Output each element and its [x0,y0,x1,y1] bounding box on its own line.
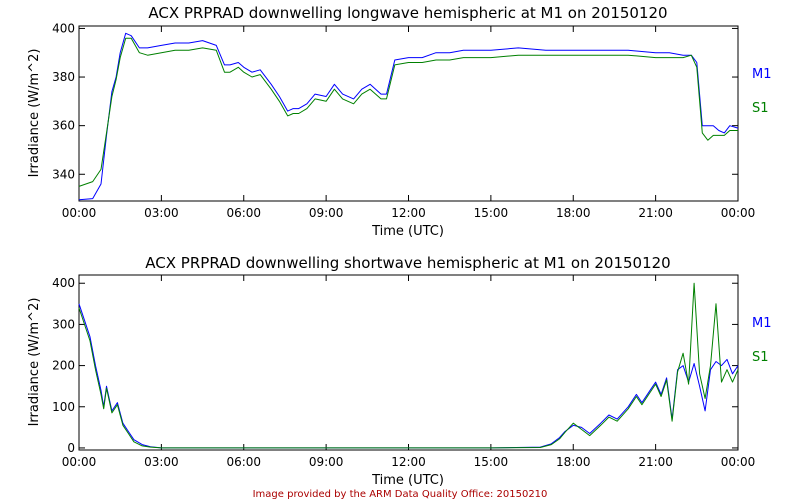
shortwave-x-tick-label: 00:00 [62,455,97,469]
shortwave-x-axis-label: Time (UTC) [371,473,444,488]
longwave-plot-frame [78,25,739,202]
shortwave-plot-frame [78,274,739,451]
shortwave-x-tick-label: 06:00 [226,455,261,469]
longwave-x-tick-label: 03:00 [144,206,179,220]
shortwave-x-tick-label: 12:00 [391,455,426,469]
longwave-x-tick-label: 21:00 [638,206,673,220]
longwave-x-tick-label: 12:00 [391,206,426,220]
shortwave-legend-s1: S1 [752,350,769,365]
shortwave-x-tick-label: 15:00 [474,455,509,469]
longwave-legend-s1: S1 [752,101,769,116]
shortwave-y-tick-label: 100 [52,400,75,414]
shortwave-x-tick-label: 09:00 [309,455,344,469]
longwave-x-tick-label: 00:00 [62,206,97,220]
footer-credit: Image provided by the ARM Data Quality O… [253,489,548,500]
shortwave-series-s1-line [78,282,739,449]
longwave-y-tick-label: 400 [52,21,75,35]
longwave-panel: ACX PRPRAD downwelling longwave hemisphe… [27,4,772,239]
shortwave-chart-title: ACX PRPRAD downwelling shortwave hemisph… [145,254,670,272]
shortwave-x-tick-label: 03:00 [144,455,179,469]
longwave-y-tick-label: 360 [52,119,75,133]
longwave-y-axis: 340 360 380 400 [52,21,738,181]
longwave-series-m1-line [78,32,739,201]
shortwave-legend-m1: M1 [752,316,772,331]
shortwave-x-axis: 00:00 03:00 06:00 09:00 12:00 15:00 18:00 21:00… [62,275,756,469]
longwave-x-axis-label: Time (UTC) [371,224,444,239]
shortwave-y-tick-label: 300 [52,317,75,331]
shortwave-series-group [78,282,739,449]
shortwave-y-tick-label: 400 [52,276,75,290]
longwave-chart-title: ACX PRPRAD downwelling longwave hemisphe… [148,4,667,22]
longwave-x-tick-label: 15:00 [474,206,509,220]
shortwave-x-tick-label: 18:00 [556,455,591,469]
shortwave-x-tick-label: 21:00 [638,455,673,469]
longwave-y-tick-label: 340 [52,167,75,181]
shortwave-y-axis-label: Irradiance (W/m^2) [27,298,42,427]
longwave-y-axis-label: Irradiance (W/m^2) [27,49,42,178]
shortwave-x-tick-label: 00:00 [721,455,756,469]
longwave-series-group [78,32,739,201]
longwave-x-tick-label: 09:00 [309,206,344,220]
shortwave-series-m1-line [78,303,739,449]
longwave-x-tick-label: 18:00 [556,206,591,220]
shortwave-y-tick-label: 0 [67,441,75,455]
longwave-x-axis: 00:00 03:00 06:00 09:00 12:00 15:00 18:00 21:00… [62,26,756,220]
shortwave-y-tick-label: 200 [52,359,75,373]
longwave-x-tick-label: 06:00 [226,206,261,220]
shortwave-panel: ACX PRPRAD downwelling shortwave hemisph… [27,254,772,488]
longwave-series-s1-line [78,37,738,187]
shortwave-y-axis: 0 100 200 300 400 [52,276,738,455]
longwave-legend-m1: M1 [752,67,772,82]
longwave-y-tick-label: 380 [52,70,75,84]
longwave-x-tick-label: 00:00 [721,206,756,220]
